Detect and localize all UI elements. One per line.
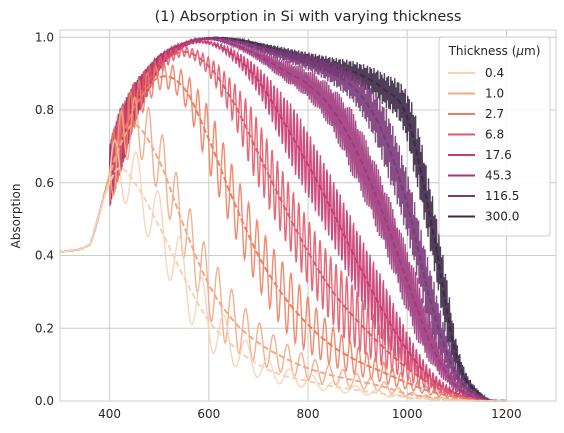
legend-item: 2.7 bbox=[448, 107, 504, 121]
legend-label: 0.4 bbox=[485, 66, 504, 80]
legend-item: 17.6 bbox=[448, 148, 512, 162]
legend-item: 6.8 bbox=[448, 128, 504, 142]
legend-item: 300.0 bbox=[448, 210, 519, 224]
tick-labels: 400 600 800 1000 1200 0.0 0.2 0.4 0.6 0.8 1.0 bbox=[35, 30, 522, 421]
legend-label: 2.7 bbox=[485, 107, 504, 121]
legend-label: 300.0 bbox=[485, 210, 519, 224]
legend-label: 17.6 bbox=[485, 148, 512, 162]
legend-label: 6.8 bbox=[485, 128, 504, 142]
y-tick-label: 0.2 bbox=[35, 321, 54, 335]
legend-item: 1.0 bbox=[448, 87, 504, 101]
x-tick-label: 1000 bbox=[392, 407, 423, 421]
y-tick-label: 1.0 bbox=[35, 30, 54, 44]
x-tick-label: 800 bbox=[297, 407, 320, 421]
plot-frame bbox=[59, 29, 557, 402]
series-0.4 bbox=[59, 139, 507, 402]
legend-box bbox=[438, 36, 551, 237]
legend-label: 45.3 bbox=[485, 169, 512, 183]
y-axis-label: Absorption bbox=[9, 184, 23, 249]
series-dashed-line bbox=[59, 167, 507, 402]
y-tick-label: 0.0 bbox=[35, 394, 54, 408]
series-1.0 bbox=[59, 96, 507, 402]
legend-item: 0.4 bbox=[448, 66, 504, 80]
series-2.7 bbox=[59, 62, 507, 402]
series-dashed-line bbox=[59, 123, 507, 402]
legend-title: Thickness (μm) bbox=[448, 44, 541, 58]
x-tick-label: 600 bbox=[197, 407, 220, 421]
legend-item: 116.5 bbox=[448, 189, 519, 203]
series-solid-line bbox=[59, 62, 507, 402]
legend-label: 116.5 bbox=[485, 189, 519, 203]
legend-item: 45.3 bbox=[448, 169, 512, 183]
y-tick-label: 0.6 bbox=[35, 176, 54, 190]
series-solid-line bbox=[59, 139, 507, 402]
legend-label: 1.0 bbox=[485, 87, 504, 101]
series-layer bbox=[59, 36, 507, 402]
legend: Thickness (μm) 0.4 1.0 2.7 6.8 17.6 45.3 116.5 3… bbox=[438, 36, 551, 237]
series-dashed-line bbox=[59, 75, 507, 402]
x-tick-label: 1200 bbox=[491, 407, 522, 421]
series-6.8 bbox=[59, 46, 507, 402]
y-tick-label: 0.8 bbox=[35, 103, 54, 117]
chart-title: (1) Absorption in Si with varying thickn… bbox=[155, 9, 462, 25]
y-tick-label: 0.4 bbox=[35, 249, 54, 263]
series-solid-line bbox=[59, 46, 507, 402]
series-solid-line bbox=[59, 96, 507, 402]
x-tick-label: 400 bbox=[98, 407, 121, 421]
